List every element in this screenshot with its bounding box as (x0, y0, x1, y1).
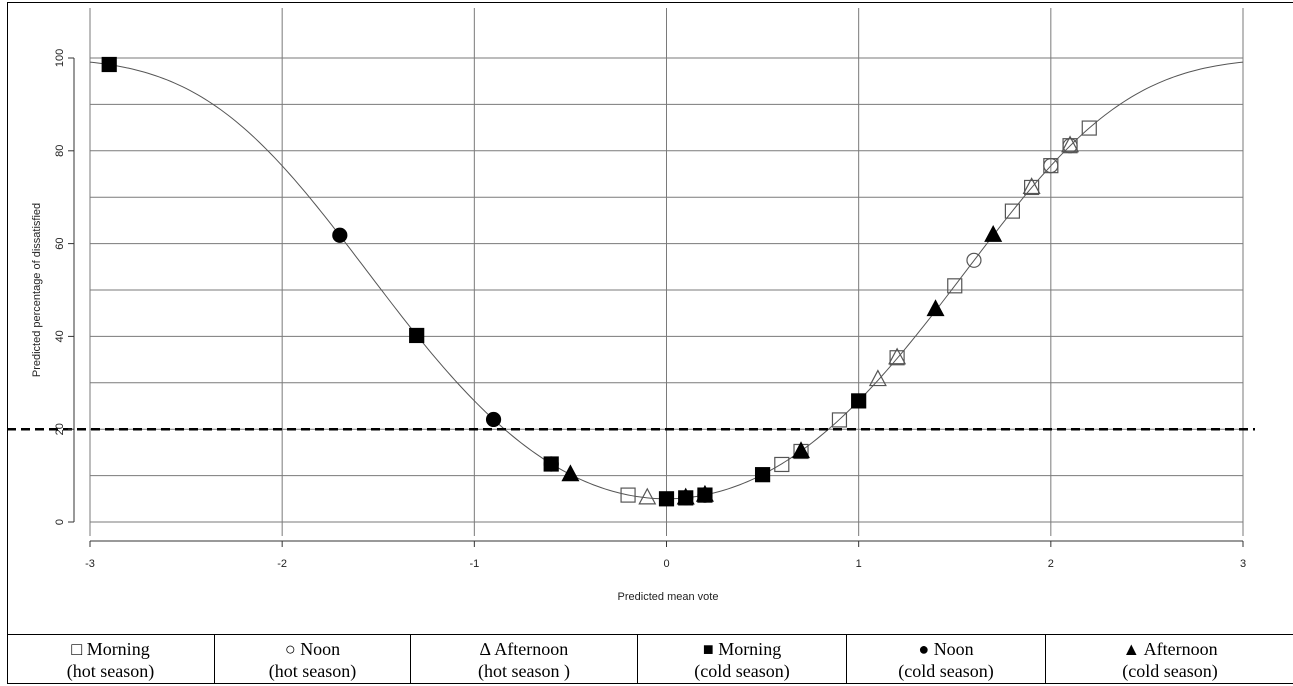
legend-label-noon-hot: ○ Noon (284, 639, 341, 659)
x-tick-label: 3 (1240, 558, 1246, 570)
data-point-morning-hot (947, 278, 963, 294)
data-point-morning-hot (1024, 179, 1040, 196)
legend-season-noon-cold: (cold season) (898, 661, 994, 681)
x-tick-label: -3 (85, 558, 95, 570)
data-point-morning-cold (851, 393, 867, 409)
legend-label-noon-cold: ● Noon (918, 639, 974, 659)
filled-square-icon: ■ (702, 639, 714, 659)
series-morning-cold (101, 56, 867, 507)
data-point-afternoon-cold (984, 224, 1003, 242)
series-noon-hot (966, 138, 1078, 268)
data-point-afternoon-cold (792, 441, 811, 459)
legend-cell-morning-cold: ■ Morning (cold season) (638, 635, 847, 684)
data-point-afternoon-hot (868, 369, 887, 387)
legend-label-afternoon-cold: ▲ Afternoon (1122, 639, 1218, 659)
data-point-noon-cold (543, 456, 559, 472)
data-point-afternoon-cold (695, 484, 714, 502)
legend-label-morning-hot: □ Morning (71, 639, 150, 659)
axes: -3 -2 -1 0 1 2 3 0 20 40 60 80 100 (54, 49, 1246, 570)
y-tick-label: 0 (54, 519, 66, 525)
legend-label-afternoon-hot: ∆ Afternoon (479, 639, 569, 659)
series-afternoon-cold (561, 224, 1003, 505)
y-tick-label: 20 (54, 423, 66, 435)
y-tick-label: 40 (54, 330, 66, 342)
data-point-noon-hot (966, 252, 982, 268)
legend-season-afternoon-cold: (cold season) (1122, 661, 1218, 681)
data-point-afternoon-hot (888, 347, 907, 365)
y-tick-label: 100 (54, 49, 66, 67)
legend-season-morning-hot: (hot season) (66, 661, 155, 681)
data-point-afternoon-cold (676, 487, 695, 505)
x-tick-label: 1 (856, 558, 862, 570)
x-tick-label: 0 (663, 558, 669, 570)
x-tick-label: -2 (277, 558, 287, 570)
filled-triangle-icon: ▲ (1122, 639, 1141, 659)
data-point-morning-cold (409, 327, 425, 344)
legend-label-morning-cold: ■ Morning (702, 639, 782, 659)
data-point-afternoon-hot (638, 487, 657, 505)
data-point-afternoon-cold (561, 464, 580, 482)
data-point-afternoon-hot (1061, 135, 1080, 153)
legend-table: □ Morning (hot season) ○ Noon (hot seaso… (7, 634, 1293, 684)
filled-circle-icon: ● (918, 639, 930, 659)
legend-season-afternoon-hot: (hot season ) (478, 661, 570, 681)
open-circle-icon: ○ (284, 639, 296, 659)
data-point-noon-cold (485, 411, 502, 428)
data-points (101, 56, 1097, 507)
open-square-icon: □ (71, 639, 83, 659)
data-point-morning-cold (658, 491, 675, 507)
data-point-morning-hot (889, 350, 905, 366)
legend-season-noon-hot: (hot season) (268, 661, 357, 681)
data-point-morning-hot (831, 412, 848, 428)
data-point-morning-hot (620, 487, 636, 503)
open-triangle-icon: ∆ (479, 639, 491, 659)
y-tick-label: 80 (54, 145, 66, 157)
x-tick-label: 2 (1048, 558, 1054, 570)
legend-cell-morning-hot: □ Morning (hot season) (7, 635, 215, 684)
data-point-afternoon-cold (926, 299, 945, 317)
legend-cell-noon-cold: ● Noon (cold season) (847, 635, 1046, 684)
y-axis-title: Predicted percentage of dissatisfied (31, 203, 43, 377)
data-point-morning-cold (101, 56, 117, 73)
data-point-noon-cold (332, 227, 348, 243)
series-noon-cold (332, 227, 713, 506)
data-point-noon-hot (1062, 138, 1078, 154)
y-tick-label: 60 (54, 237, 66, 249)
legend-cell-noon-hot: ○ Noon (hot season) (215, 635, 411, 684)
x-axis-title: Predicted mean vote (618, 591, 719, 603)
legend-cell-afternoon-hot: ∆ Afternoon (hot season ) (411, 635, 638, 684)
pmv-ppd-chart: -3 -2 -1 0 1 2 3 0 20 40 60 80 100 Predicted mean vo… (7, 8, 1255, 603)
data-point-morning-hot (1004, 203, 1021, 219)
data-point-morning-cold (754, 467, 771, 483)
x-tick-label: -1 (469, 558, 479, 570)
data-point-morning-hot (1081, 120, 1097, 136)
data-point-morning-hot (774, 456, 790, 473)
legend-cell-afternoon-cold: ▲ Afternoon (cold season) (1046, 635, 1293, 684)
grid-lines (89, 8, 1244, 536)
figure-frame (7, 2, 1293, 684)
data-point-noon-hot (1043, 158, 1059, 174)
data-point-afternoon-hot (1022, 177, 1041, 195)
series-afternoon-hot (638, 135, 1080, 505)
legend-season-morning-cold: (cold season) (694, 661, 790, 681)
